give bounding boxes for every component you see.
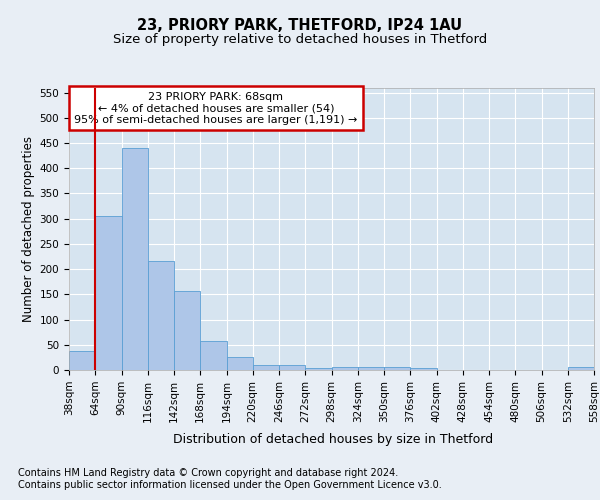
Y-axis label: Number of detached properties: Number of detached properties (22, 136, 35, 322)
Bar (358, 367, 384, 370)
Bar (253, 365, 279, 370)
Bar (568, 368, 594, 370)
Bar (305, 368, 331, 370)
Bar (410, 368, 437, 370)
Text: Contains public sector information licensed under the Open Government Licence v3: Contains public sector information licen… (18, 480, 442, 490)
Text: Contains HM Land Registry data © Crown copyright and database right 2024.: Contains HM Land Registry data © Crown c… (18, 468, 398, 477)
Bar (227, 358, 253, 370)
Text: Distribution of detached houses by size in Thetford: Distribution of detached houses by size … (173, 432, 493, 446)
Bar (95, 216, 121, 370)
Text: 23 PRIORY PARK: 68sqm
← 4% of detached houses are smaller (54)
95% of semi-detac: 23 PRIORY PARK: 68sqm ← 4% of detached h… (74, 92, 358, 125)
Bar (331, 368, 358, 370)
Bar (148, 261, 174, 370)
Text: Size of property relative to detached houses in Thetford: Size of property relative to detached ho… (113, 32, 487, 46)
Bar (384, 368, 410, 370)
Bar (279, 365, 305, 370)
Text: 23, PRIORY PARK, THETFORD, IP24 1AU: 23, PRIORY PARK, THETFORD, IP24 1AU (137, 18, 463, 32)
Bar (174, 291, 200, 370)
Bar (69, 351, 95, 370)
Bar (200, 341, 227, 370)
Bar (121, 148, 148, 370)
